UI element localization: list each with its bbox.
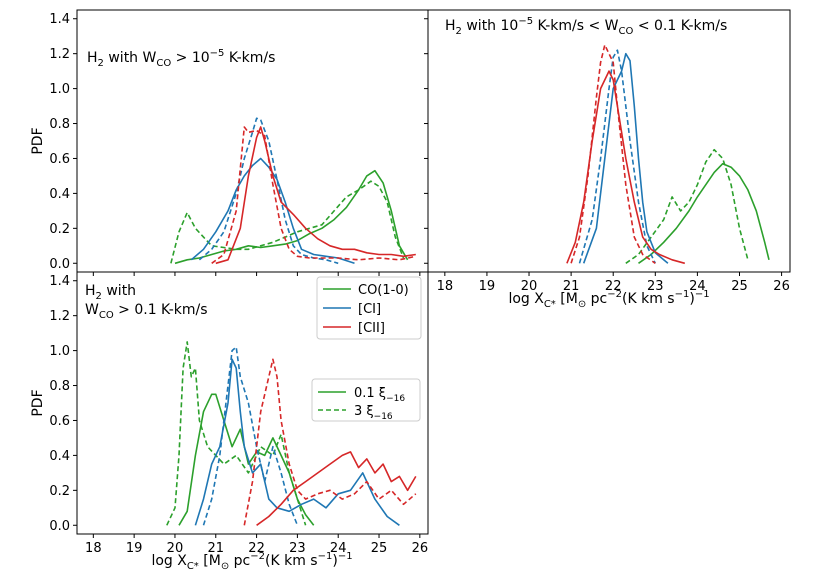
ytick-label: 0.2 — [49, 222, 70, 237]
ytick-label: 0.6 — [49, 414, 70, 429]
ytick-label: 1.2 — [49, 47, 70, 62]
series-co-1-0-3-16 — [170, 180, 405, 264]
ytick-label: 0.8 — [49, 379, 70, 394]
xtick-label: 18 — [437, 279, 454, 294]
series--cii-3-16 — [211, 126, 416, 264]
panel-top-left-ylabel: PDF — [30, 127, 46, 154]
legend-species: CO(1-0) [CI] [CII] — [316, 276, 422, 340]
xtick-label: 26 — [412, 541, 429, 556]
xtick-label: 26 — [773, 279, 790, 294]
series--cii-0-1-16 — [215, 126, 416, 265]
panel-top-left: 0.0 0.2 0.4 0.6 0.8 1.0 1.2 1.4 H2 with WCO > 1… — [30, 9, 429, 276]
legend-cii-label: [CII] — [358, 321, 385, 336]
xtick-label: 21 — [207, 541, 224, 556]
xtick-label: 25 — [371, 541, 388, 556]
ytick-label: 1.0 — [49, 82, 70, 97]
xtick-label: 23 — [289, 541, 306, 556]
panel-bottom-left-xticks: 18 19 20 21 22 23 24 25 26 — [85, 534, 428, 556]
series--ci-0-1-16 — [190, 157, 355, 265]
series--cii-3-16 — [570, 44, 656, 264]
xtick-label: 25 — [731, 279, 748, 294]
panel-top-left-xticks — [92, 272, 421, 276]
series--ci-3-16 — [202, 346, 299, 526]
panel-top-left-yticks: 0.0 0.2 0.4 0.6 0.8 1.0 1.2 1.4 — [49, 12, 77, 272]
panel-bottom-left-xlabel: log XC* [M⊙ pc−2(K km s−1)−1 — [151, 551, 352, 572]
series--ci-0-1-16 — [582, 52, 669, 264]
series-co-1-0-0-1-16 — [174, 169, 409, 265]
panel-bottom-left-ylabel: PDF — [30, 389, 46, 416]
legend-xi: 0.1 ξ−16 3 ξ−16 — [311, 378, 421, 422]
series--ci-3-16 — [578, 49, 657, 264]
ytick-label: 1.0 — [49, 344, 70, 359]
legend-xi-solid-label: 0.1 ξ−16 — [354, 386, 405, 404]
ytick-label: 1.4 — [49, 12, 70, 27]
ytick-label: 0.2 — [49, 484, 70, 499]
panel-top-right: 18 19 20 21 22 23 24 25 26 H2 with 10−5 K-km/s <… — [424, 9, 791, 310]
ytick-label: 1.2 — [49, 309, 70, 324]
panel-top-left-annotation: H2 with WCO > 10−5 K-km/s — [87, 48, 275, 69]
ytick-label: 0.4 — [49, 187, 70, 202]
legend-co-label: CO(1-0) — [358, 283, 409, 298]
xtick-label: 22 — [248, 541, 265, 556]
panel-bottom-left-frame — [76, 271, 429, 535]
series--ci-0-1-16 — [194, 358, 400, 526]
legend-species-frame — [316, 276, 422, 340]
ytick-label: 1.4 — [49, 274, 70, 289]
series--cii-0-1-16 — [256, 451, 417, 526]
xtick-label: 19 — [126, 541, 143, 556]
panel-top-left-series — [170, 117, 416, 265]
ytick-label: 0.0 — [49, 257, 70, 272]
xtick-label: 23 — [647, 279, 664, 294]
panel-top-right-yticks — [424, 18, 428, 264]
panel-bottom-left-yticks: 0.0 0.2 0.4 0.6 0.8 1.0 1.2 1.4 — [49, 274, 77, 534]
panel-top-right-annotation: H2 with 10−5 K-km/s < WCO < 0.1 K-km/s — [445, 16, 727, 37]
panel-bottom-left-annotation-line1: H2 with — [85, 283, 136, 302]
panel-bottom-left: 0.0 0.2 0.4 0.6 0.8 1.0 1.2 1.4 18 19 20 21 22 23 24 2… — [30, 271, 429, 572]
panel-top-right-frame — [427, 9, 791, 273]
panel-top-right-xticks: 18 19 20 21 22 23 24 25 26 — [437, 272, 790, 294]
ytick-label: 0.0 — [49, 519, 70, 534]
xtick-label: 24 — [330, 541, 347, 556]
ytick-label: 0.6 — [49, 152, 70, 167]
xtick-label: 24 — [689, 279, 706, 294]
series-co-1-0-0-1-16 — [638, 162, 770, 264]
series--cii-3-16 — [243, 358, 417, 526]
xtick-label: 21 — [563, 279, 580, 294]
ytick-label: 0.4 — [49, 449, 70, 464]
legend-xi-dashed-label: 3 ξ−16 — [354, 404, 393, 422]
ytick-label: 0.8 — [49, 117, 70, 132]
xtick-label: 22 — [605, 279, 622, 294]
legend-ci-label: [CI] — [358, 302, 381, 317]
panel-top-right-xlabel: log XC* [M⊙ pc−2(K km s−1)−1 — [508, 289, 709, 310]
xtick-label: 18 — [85, 541, 102, 556]
xtick-label: 20 — [167, 541, 184, 556]
panel-bottom-left-series — [166, 341, 417, 526]
series--ci-3-16 — [198, 117, 339, 265]
panel-top-right-series — [566, 44, 770, 265]
panel-bottom-left-annotation-line2: WCO > 0.1 K-km/s — [85, 302, 208, 321]
xtick-label: 20 — [521, 279, 538, 294]
series-co-1-0-3-16 — [625, 148, 749, 264]
xtick-label: 19 — [479, 279, 496, 294]
